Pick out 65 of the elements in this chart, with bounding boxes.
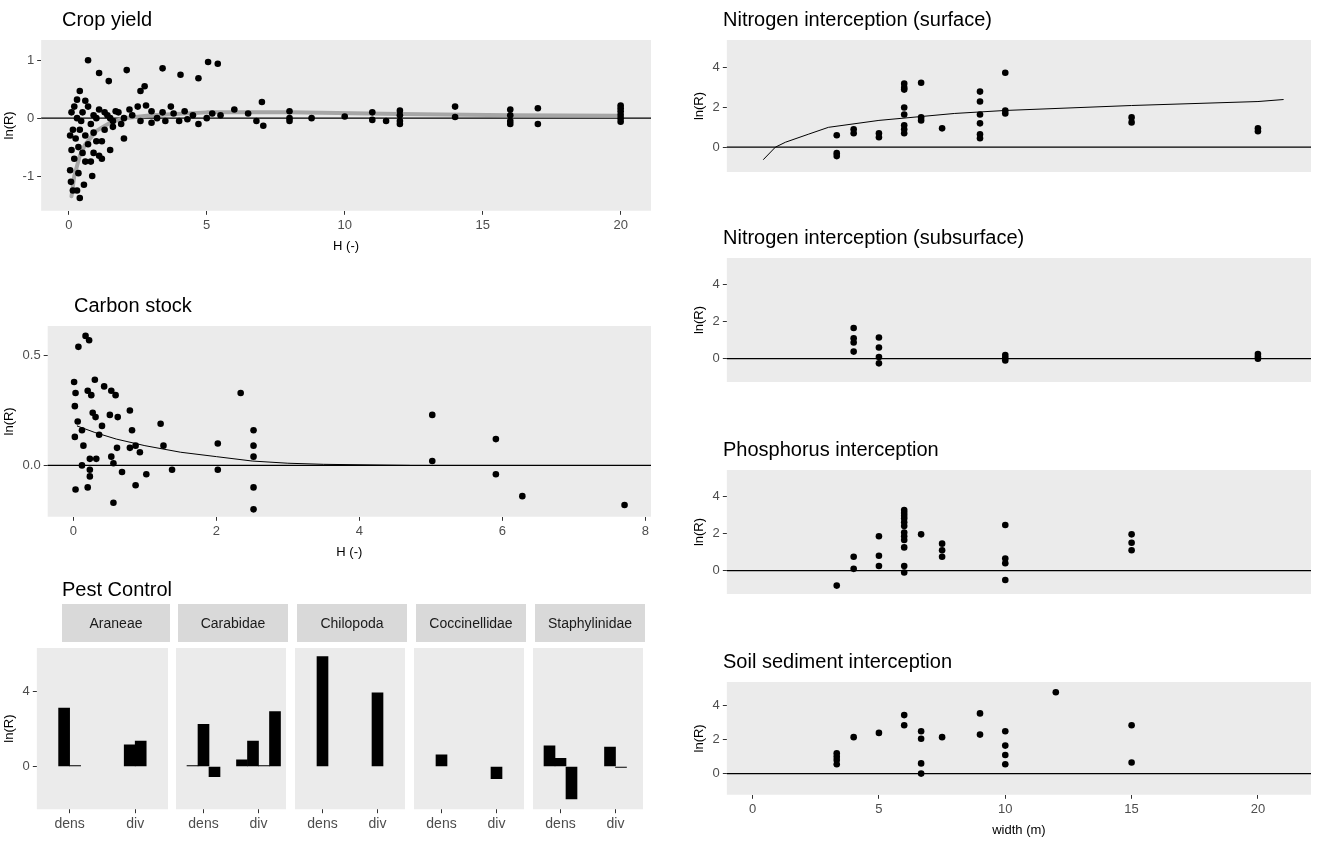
x-tick-label: 4 (355, 523, 363, 539)
x-tick-label: div (487, 815, 506, 832)
chart-title: Phosphorus interception (722, 437, 940, 462)
x-tick-label: 0 (69, 523, 78, 539)
y-axis-title: ln(R) (691, 517, 707, 547)
x-axis-title: H (-) (333, 237, 360, 253)
x-tick-label: div (126, 815, 145, 832)
chart-title: Carbon stock (73, 293, 193, 318)
x-tick-label: 10 (337, 217, 352, 233)
y-tick-label: 0 (26, 109, 35, 125)
y-axis-title: ln(R) (691, 91, 707, 121)
x-tick-label: 20 (613, 217, 628, 233)
x-tick-label: 20 (1250, 801, 1266, 817)
y-tick-label: 4 (712, 275, 720, 291)
y-tick-label: 2 (712, 731, 720, 747)
y-tick-label: 4 (712, 59, 720, 75)
x-tick-label: 0 (65, 217, 73, 233)
x-tick-label: 5 (875, 801, 883, 817)
chart-subtitle: Coccinellidae (416, 604, 526, 642)
x-tick-label: dens (54, 815, 85, 832)
y-axis-title: ln(R) (1, 407, 17, 436)
x-tick-label: dens (545, 815, 576, 832)
x-axis-title: H (-) (336, 543, 363, 559)
y-tick-label: 2 (712, 99, 720, 115)
x-tick-label: dens (426, 815, 457, 832)
y-tick-label: 2 (712, 312, 720, 328)
x-axis-title: width (m) (991, 821, 1046, 837)
chart-subtitle: Carabidae (178, 604, 288, 642)
chart-subtitle: Chilopoda (297, 604, 407, 642)
y-axis-title: ln(R) (1, 111, 17, 140)
chart-title: Pest Control (61, 577, 173, 602)
chart-title: Nitrogen interception (subsurface) (722, 225, 1026, 250)
x-tick-label: 15 (1124, 801, 1139, 817)
x-tick-label: div (249, 815, 268, 832)
y-tick-label: 4 (22, 682, 30, 698)
x-tick-label: 6 (498, 523, 506, 539)
y-axis-title: ln(R) (1, 714, 17, 743)
y-axis-title: ln(R) (691, 724, 707, 753)
y-tick-label: 0 (712, 350, 720, 366)
chart-title: Crop yield (61, 7, 154, 32)
y-tick-label: 0.5 (22, 347, 41, 363)
x-tick-label: 15 (475, 217, 490, 233)
chart-subtitle: Araneae (62, 604, 170, 642)
x-tick-label: div (368, 815, 387, 832)
y-axis-title: ln(R) (691, 305, 707, 335)
y-tick-label: 4 (712, 487, 720, 503)
x-tick-label: 5 (203, 217, 211, 233)
y-tick-label: 0 (22, 758, 30, 774)
x-tick-label: 2 (212, 523, 220, 539)
x-tick-label: div (606, 815, 625, 832)
y-tick-label: 4 (712, 697, 720, 713)
chart-title: Soil sediment interception (722, 649, 953, 674)
y-tick-label: -1 (22, 167, 35, 183)
chart-subtitle: Staphylinidae (535, 604, 645, 642)
x-tick-label: dens (188, 815, 219, 832)
x-tick-label: 10 (998, 801, 1013, 817)
y-tick-label: 0 (712, 765, 720, 781)
y-tick-label: 0.0 (22, 457, 41, 472)
x-tick-label: 8 (641, 523, 649, 539)
y-tick-label: 0 (712, 562, 720, 578)
y-tick-label: 0 (712, 138, 720, 154)
chart-title: Nitrogen interception (surface) (722, 7, 993, 32)
x-tick-label: dens (307, 815, 338, 832)
x-tick-label: 0 (748, 801, 757, 817)
y-tick-label: 1 (26, 51, 35, 67)
